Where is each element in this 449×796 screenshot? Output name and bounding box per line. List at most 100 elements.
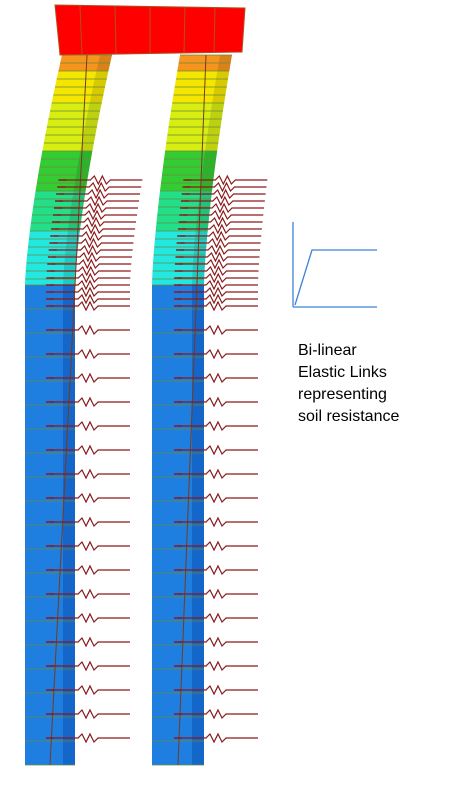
soil-spring [62, 174, 143, 186]
soil-spring [50, 468, 130, 480]
pile-shade [192, 693, 204, 717]
soil-spring [178, 564, 258, 576]
pile-element [157, 207, 211, 215]
pile-shade [192, 279, 205, 285]
annotation-line: Bi-linear [298, 342, 357, 359]
soil-spring [55, 223, 136, 235]
pile-shade [195, 223, 209, 231]
pile-element [152, 333, 204, 357]
soil-spring [178, 286, 258, 298]
soil-spring [178, 636, 258, 648]
pile-element [154, 231, 208, 239]
pile-shade [206, 135, 220, 143]
pile-shade [65, 247, 78, 255]
pile-element [152, 525, 204, 549]
pile-shade [63, 717, 75, 741]
pile-shade [192, 381, 204, 405]
soil-spring [57, 202, 138, 214]
pile-shade [63, 645, 75, 669]
pile-shade [63, 357, 75, 381]
pile-shade [215, 71, 230, 79]
pile-shade [192, 429, 204, 453]
pile-element [152, 669, 204, 693]
pile-shade [218, 55, 232, 63]
soil-spring [50, 732, 130, 744]
pile-shade [192, 285, 204, 309]
pile-element [25, 357, 75, 381]
pile-element [25, 669, 75, 693]
annotation: Bi-linear Elastic Links representing soi… [298, 340, 399, 428]
pile-shade [202, 159, 217, 167]
soil-spring [50, 612, 130, 624]
pile-shade [81, 135, 96, 143]
pile-element [25, 381, 75, 405]
pile-element [152, 501, 204, 525]
soil-spring [178, 732, 258, 744]
pile-element [30, 215, 82, 223]
pile-element [58, 63, 111, 71]
pile-shade [77, 159, 91, 167]
pile-element [25, 573, 75, 597]
pile-shade [63, 271, 76, 279]
pile-element [174, 79, 228, 87]
pile-shade [71, 199, 85, 207]
soil-spring [178, 516, 258, 528]
pile-element [152, 573, 204, 597]
soil-spring [50, 444, 130, 456]
annotation-line: soil resistance [298, 408, 400, 425]
pile-shade [69, 207, 84, 215]
pile-shade [63, 573, 75, 597]
pile-element [25, 271, 76, 279]
pile-element [25, 263, 77, 271]
pile-shade [192, 525, 204, 549]
soil-spring [181, 223, 262, 235]
pile-shade [64, 255, 78, 263]
soil-spring [178, 420, 258, 432]
bilinear-graph [292, 222, 377, 308]
pile-element [152, 271, 205, 279]
pile-shade [72, 191, 86, 199]
pile-element [25, 549, 75, 573]
pile-shade [63, 429, 75, 453]
soil-spring [181, 230, 262, 242]
pile-shade [204, 151, 218, 159]
soil-spring [51, 251, 132, 263]
pile-element [25, 429, 75, 453]
pile-element [45, 127, 97, 135]
pile-shade [192, 477, 204, 501]
pile-shade [63, 285, 75, 309]
pile-shade [63, 477, 75, 501]
soil-spring [180, 237, 261, 249]
pile-element [152, 357, 204, 381]
soil-spring [59, 195, 140, 207]
soil-spring [178, 588, 258, 600]
pile-element [166, 135, 220, 143]
pile-element [42, 143, 94, 151]
pile-element [173, 87, 227, 95]
pile-shade [209, 111, 223, 119]
pile-element [25, 597, 75, 621]
pile-shade [192, 453, 204, 477]
pile-shade [201, 167, 215, 175]
pile-shade [78, 151, 93, 159]
pile-element [51, 95, 104, 103]
pile-element [25, 279, 76, 285]
pile-element [34, 191, 86, 199]
soil-spring [182, 216, 263, 228]
pile-shade [200, 175, 214, 183]
pile-element [27, 247, 78, 255]
pile-shade [98, 55, 112, 63]
soil-spring [50, 279, 130, 291]
soil-spring [178, 612, 258, 624]
pile-axis [49, 54, 88, 766]
pile-element [153, 247, 207, 255]
soil-spring [178, 293, 258, 305]
pile-shade [91, 87, 105, 95]
pile-shade [193, 247, 207, 255]
pile-element [170, 103, 225, 111]
soil-spring [51, 258, 132, 270]
soil-spring [178, 258, 259, 270]
pile-element [152, 453, 204, 477]
pile-element [25, 405, 75, 429]
soil-spring [187, 174, 268, 186]
